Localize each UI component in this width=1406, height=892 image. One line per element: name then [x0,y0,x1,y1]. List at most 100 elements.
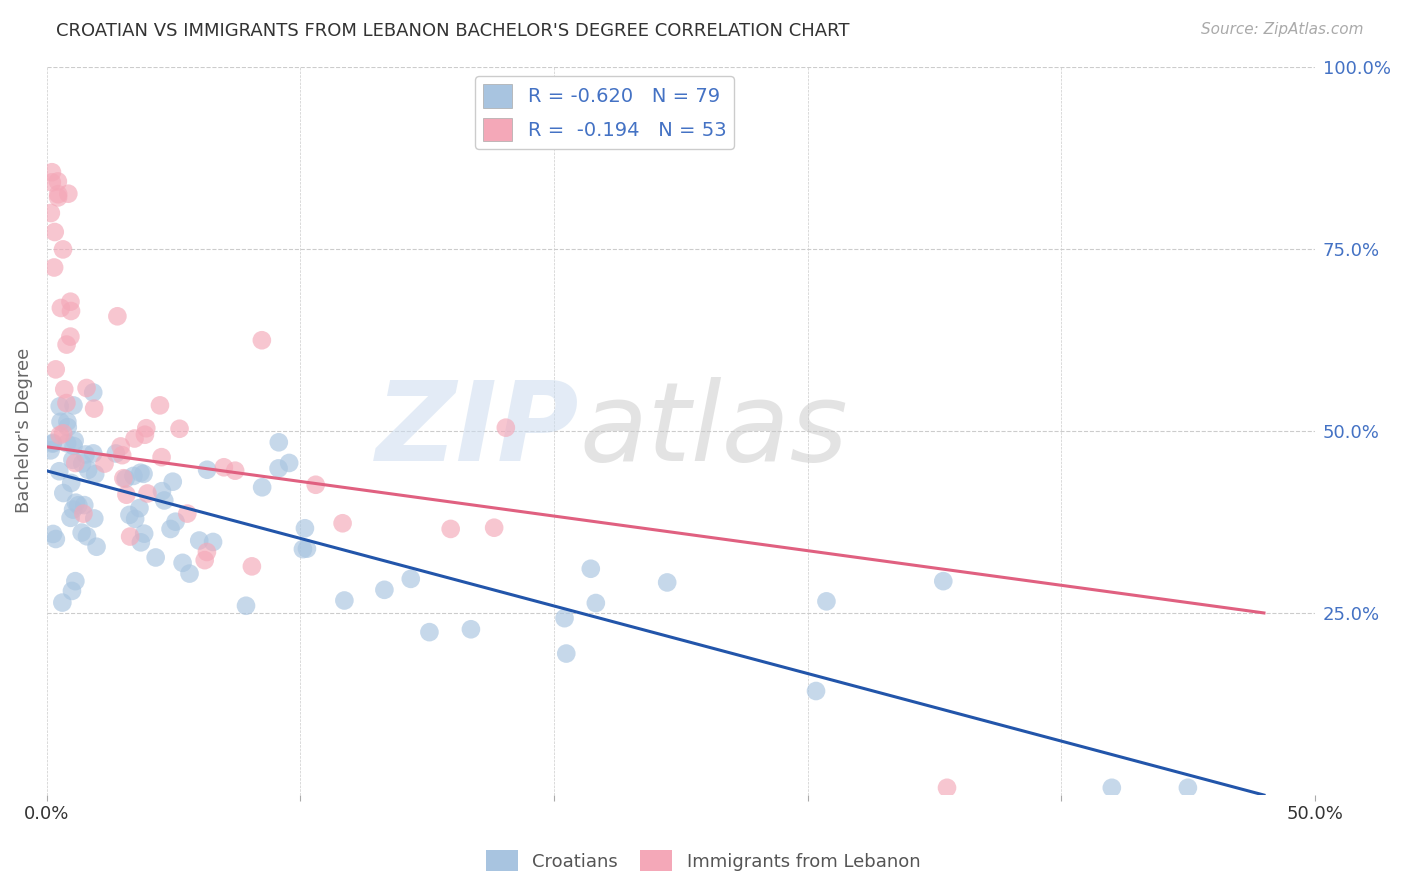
Point [59,294,82,309]
Point [49,415,72,429]
Point [132,467,155,481]
Point [240,559,263,574]
Point [56,420,79,434]
Point [65,574,87,589]
Point [149,398,172,412]
Point [165,515,187,529]
Point [657,575,679,590]
Point [150,450,173,465]
Point [129,535,152,549]
Point [305,477,328,491]
Point [65,456,87,470]
Point [188,533,211,548]
Point [135,421,157,435]
Point [112,471,135,485]
Point [39,206,62,220]
Point [224,464,246,478]
Point [195,463,218,477]
Point [62,502,84,516]
Point [120,530,142,544]
Point [373,582,395,597]
Point [278,456,301,470]
Point [815,594,838,608]
Point [70,457,93,471]
Point [83,401,105,416]
Point [332,516,354,531]
Point [62,439,84,453]
Point [105,310,128,324]
Legend: R = -0.620   N = 79, R =  -0.194   N = 53: R = -0.620 N = 79, R = -0.194 N = 53 [475,77,734,149]
Point [48,428,70,442]
Point [56,415,79,429]
Point [63,434,86,448]
Point [72,507,94,521]
Point [128,501,150,516]
Point [399,572,422,586]
Point [84,467,107,482]
Point [250,333,273,347]
Point [118,508,141,522]
Point [46,190,69,204]
Text: CROATIAN VS IMMIGRANTS FROM LEBANON BACHELOR'S DEGREE CORRELATION CHART: CROATIAN VS IMMIGRANTS FROM LEBANON BACH… [56,22,849,40]
Point [67,498,90,512]
Point [48,464,70,478]
Point [76,381,98,395]
Point [333,593,356,607]
Point [294,521,316,535]
Point [110,439,132,453]
Legend: Croatians, Immigrants from Lebanon: Croatians, Immigrants from Lebanon [478,843,928,879]
Point [75,447,97,461]
Point [585,596,607,610]
Text: ZIP: ZIP [375,377,579,484]
Point [150,484,173,499]
Point [162,475,184,489]
Point [59,329,82,343]
Point [56,436,79,450]
Point [134,526,156,541]
Point [134,427,156,442]
Point [145,550,167,565]
Point [235,599,257,613]
Point [58,186,80,201]
Point [460,622,482,636]
Point [418,625,440,640]
Point [51,596,73,610]
Point [804,684,827,698]
Point [70,525,93,540]
Point [159,522,181,536]
Point [202,535,225,549]
Point [554,611,576,625]
Point [52,486,75,500]
Point [52,243,75,257]
Point [46,174,69,188]
Point [114,472,136,486]
Point [176,507,198,521]
Point [555,647,578,661]
Point [122,469,145,483]
Point [153,493,176,508]
Point [76,529,98,543]
Point [111,448,134,462]
Point [179,566,201,581]
Point [267,435,290,450]
Point [136,486,159,500]
Point [60,583,83,598]
Point [212,460,235,475]
Point [83,511,105,525]
Point [194,553,217,567]
Point [44,260,66,275]
Point [932,574,955,589]
Point [55,396,77,410]
Point [440,522,463,536]
Point [55,337,77,351]
Y-axis label: Bachelor's Degree: Bachelor's Degree [15,348,32,514]
Point [52,426,75,441]
Point [44,225,66,239]
Point [482,521,505,535]
Point [48,400,70,414]
Point [579,562,602,576]
Point [1177,780,1199,795]
Point [291,542,314,557]
Point [62,399,84,413]
Point [124,432,146,446]
